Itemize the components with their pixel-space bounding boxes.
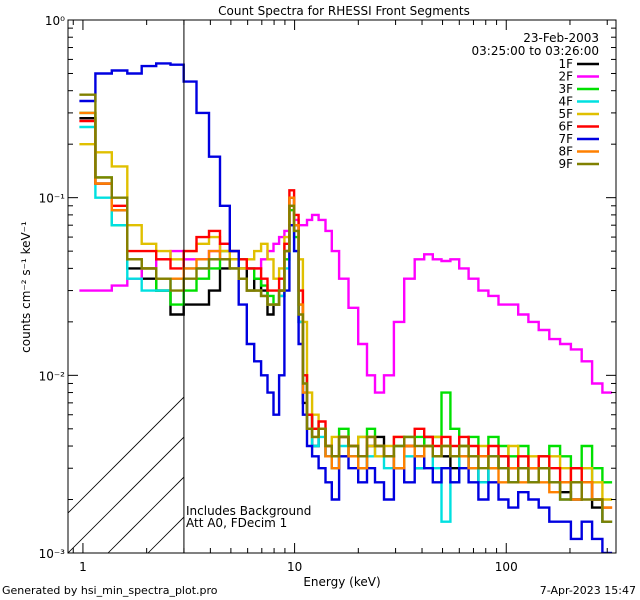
x-axis-label: Energy (keV) [303, 575, 380, 589]
legend-label-4F: 4F [558, 95, 573, 109]
hatched-region [68, 396, 184, 553]
x-tick-label: 1 [79, 560, 87, 574]
legend-label-5F: 5F [558, 107, 573, 121]
footer-timestamp: 7-Apr-2023 15:47 [540, 584, 636, 597]
axis-ticks: 1 10 100 10⁰ 10⁻¹ 10⁻² 10⁻³ [39, 14, 616, 574]
series-line-5F [79, 143, 613, 501]
series-layer [79, 62, 613, 553]
annotation-background: Includes Background [186, 504, 311, 518]
footer-generated-by: Generated by hsi_min_spectra_plot.pro [2, 584, 218, 597]
legend-label-6F: 6F [558, 120, 573, 134]
x-tick-label: 10 [287, 560, 302, 574]
time-range-label: 03:25:00 to 03:26:00 [472, 44, 599, 58]
y-tick-label: 10⁻¹ [39, 192, 66, 206]
series-line-7F [79, 62, 613, 553]
legend-label-7F: 7F [558, 132, 573, 146]
y-axis-label: counts cm⁻² s⁻¹ keV⁻¹ [19, 221, 33, 353]
y-tick-label: 10⁻³ [39, 547, 66, 561]
annotation-attenuator: Att A0, FDecim 1 [186, 516, 287, 530]
y-tick-label: 10⁰ [45, 14, 65, 28]
hatch-line [68, 436, 184, 553]
x-tick-label: 100 [495, 560, 518, 574]
y-tick-label: 10⁻² [39, 369, 66, 383]
hatch-line [68, 396, 184, 514]
legend-label-9F: 9F [558, 157, 573, 171]
legend-label-2F: 2F [558, 70, 573, 84]
legend-label-8F: 8F [558, 145, 573, 159]
date-label: 23-Feb-2003 [523, 31, 599, 45]
plot-frame [67, 19, 617, 554]
legend-label-1F: 1F [558, 57, 573, 71]
chart-title: Count Spectra for RHESSI Front Segments [218, 4, 470, 18]
series-line-9F [79, 93, 613, 523]
legend-label-3F: 3F [558, 82, 573, 96]
